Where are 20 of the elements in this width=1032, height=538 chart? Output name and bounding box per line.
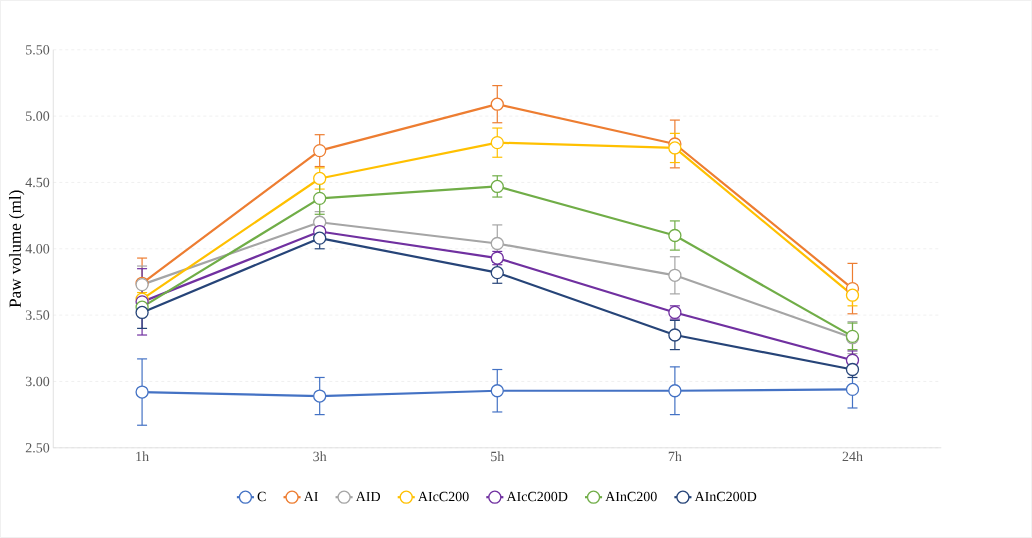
x-tick-label: 7h [668,451,682,462]
legend-label: C [257,491,266,502]
y-tick-label: 4.50 [25,177,50,188]
legend-label: AIcC200 [418,491,469,502]
y-tick-label: 3.00 [25,376,50,387]
y-tick-label: 3.50 [25,310,50,320]
y-tick-label: 2.50 [25,443,50,453]
x-tick-label: 3h [313,451,327,462]
legend-label: AI [303,491,318,502]
y-tick-label: 5.00 [26,111,50,121]
y-tick-label: 4.00 [25,244,50,254]
y-axis-title: Paw volume (ml) [8,190,25,308]
y-tick-label: 5.50 [26,45,50,55]
legend-label: AInC200D [694,491,757,502]
x-tick-label: 1h [136,451,149,462]
legend-label: AIcC200D [506,491,568,502]
x-tick-label: 5h [491,451,505,462]
x-tick-label: 24h [842,451,863,462]
legend-label: AInC200 [605,491,657,502]
legend-label: AID [355,491,381,502]
